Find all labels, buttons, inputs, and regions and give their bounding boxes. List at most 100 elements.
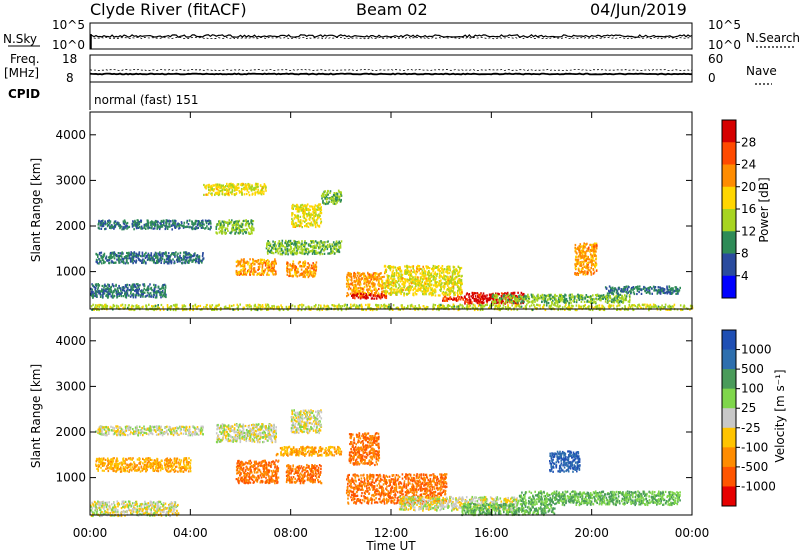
scatter-cell: [607, 305, 610, 308]
scatter-cell: [191, 259, 194, 263]
scatter-cell: [370, 291, 373, 294]
scatter-cell: [486, 294, 488, 297]
scatter-cell: [361, 273, 363, 276]
scatter-cell: [315, 267, 318, 270]
scatter-cell: [336, 249, 339, 253]
scatter-cell: [434, 271, 436, 274]
scatter-cell: [401, 283, 403, 286]
scatter-cell: [443, 278, 446, 281]
scatter-cell: [250, 266, 253, 269]
scatter-cell: [292, 253, 295, 256]
scatter-cell: [295, 242, 297, 246]
scatter-cell: [364, 279, 367, 282]
scatter-cell: [347, 293, 350, 296]
scatter-cell: [239, 261, 242, 264]
scatter-cell: [269, 244, 271, 247]
scatter-cell: [110, 255, 112, 258]
scatter-cell: [262, 305, 264, 308]
scatter-cell: [133, 252, 136, 255]
scatter-cell: [286, 262, 288, 266]
scatter-cell: [118, 284, 120, 288]
scatter-cell: [321, 192, 324, 195]
scatter-cell: [368, 307, 371, 310]
scatter-cell: [404, 279, 407, 282]
scatter-cell: [314, 225, 317, 229]
scatter-cell: [301, 240, 303, 243]
scatter-cell: [92, 294, 95, 297]
scatter-cell: [313, 211, 316, 214]
scatter-cell: [364, 277, 367, 280]
scatter-cell: [363, 291, 366, 294]
scatter-cell: [191, 228, 194, 231]
scatter-cell: [259, 192, 262, 195]
scatter-cell: [386, 274, 389, 277]
scatter-cell: [380, 283, 382, 286]
scatter-cell: [166, 308, 169, 311]
scatter-cell: [300, 308, 303, 312]
scatter-cell: [323, 252, 326, 255]
scatter-cell: [644, 303, 646, 306]
scatter-cell: [402, 283, 405, 286]
scatter-cell: [155, 296, 158, 299]
scatter-cell: [453, 293, 455, 296]
scatter-cell: [449, 288, 451, 291]
scatter-cell: [260, 308, 262, 311]
scatter-cell: [392, 304, 395, 307]
scatter-cell: [214, 193, 216, 196]
scatter-cell: [212, 189, 215, 192]
scatter-cell: [423, 277, 426, 280]
scatter-cell: [363, 295, 366, 298]
scatter-cell: [399, 276, 402, 279]
scatter-cell: [272, 240, 274, 243]
scatter-cell: [367, 273, 369, 276]
scatter-cell: [302, 207, 305, 210]
scatter-cell: [435, 284, 438, 287]
scatter-cell: [288, 305, 290, 308]
scatter-cell: [234, 193, 236, 197]
scatter-cell: [448, 272, 451, 275]
scatter-cell: [293, 243, 295, 246]
scatter-cell: [415, 283, 418, 286]
scatter-cell: [285, 239, 287, 242]
scatter-cell: [221, 185, 224, 188]
scatter-cell: [97, 226, 100, 229]
scatter-cell: [392, 266, 395, 269]
scatter-cell: [456, 299, 458, 302]
scatter-cell: [100, 227, 103, 230]
noise-search-label: N.Search: [746, 31, 800, 45]
scatter-cell: [137, 283, 139, 286]
scatter-cell: [360, 274, 362, 277]
scatter-cell: [174, 304, 176, 308]
scatter-cell: [442, 290, 445, 294]
scatter-cell: [426, 306, 429, 309]
scatter-cell: [445, 281, 447, 284]
scatter-cell: [565, 307, 568, 310]
scatter-cell: [428, 271, 431, 274]
noise-tick-left-bottom: 10^0: [52, 38, 85, 52]
scatter-cell: [107, 259, 109, 262]
scatter-cell: [338, 195, 341, 198]
scatter-cell: [122, 286, 125, 289]
scatter-cell: [198, 255, 201, 258]
scatter-cell: [292, 207, 294, 210]
scatter-cell: [311, 223, 314, 226]
scatter-cell: [436, 272, 439, 275]
scatter-cell: [189, 308, 191, 312]
scatter-cell: [557, 306, 560, 309]
scatter-cell: [359, 295, 361, 298]
scatter-cell: [123, 256, 126, 259]
scatter-cell: [323, 243, 326, 246]
scatter-cell: [123, 223, 126, 226]
scatter-cell: [420, 286, 422, 289]
scatter-cell: [95, 293, 97, 296]
scatter-cell: [149, 283, 151, 286]
scatter-cell: [646, 305, 648, 308]
scatter-cell: [400, 292, 402, 296]
scatter-cell: [265, 186, 267, 189]
scatter-cell: [372, 282, 375, 285]
scatter-cell: [412, 265, 415, 268]
scatter-cell: [316, 223, 319, 226]
scatter-cell: [109, 290, 111, 294]
scatter-cell: [174, 254, 176, 257]
scatter-cell: [394, 283, 397, 286]
